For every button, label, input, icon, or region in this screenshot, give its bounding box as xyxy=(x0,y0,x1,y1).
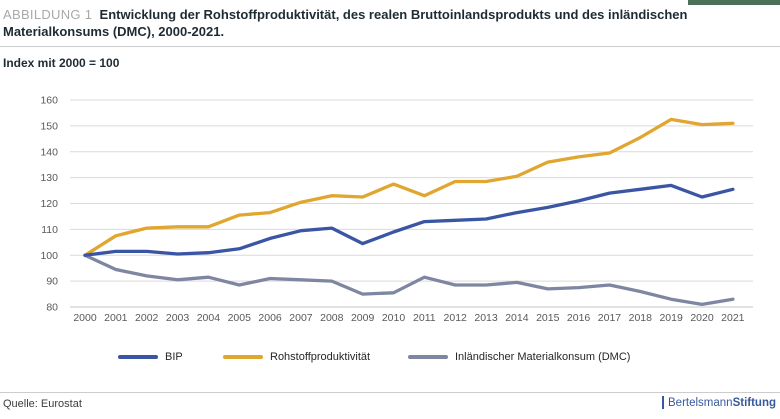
figure-title: ABBILDUNG 1 Entwicklung der Rohstoffprod… xyxy=(3,6,727,40)
ytick-140: 140 xyxy=(40,146,58,158)
xtick-2017: 2017 xyxy=(598,312,622,324)
xtick-2007: 2007 xyxy=(289,312,313,324)
xtick-2008: 2008 xyxy=(320,312,344,324)
xtick-2000: 2000 xyxy=(73,312,97,324)
xtick-2021: 2021 xyxy=(721,312,745,324)
corner-accent-bar xyxy=(688,0,780,5)
logo-text-suffix: Stiftung xyxy=(732,396,776,409)
xtick-2012: 2012 xyxy=(444,312,468,324)
ytick-110: 110 xyxy=(41,224,58,236)
ytick-130: 130 xyxy=(40,172,58,184)
series-line-bip xyxy=(83,183,735,257)
ytick-160: 160 xyxy=(40,95,58,107)
xtick-2010: 2010 xyxy=(382,312,406,324)
xtick-2014: 2014 xyxy=(505,312,529,324)
logo-bar-icon xyxy=(662,396,664,409)
source-note: Quelle: Eurostat xyxy=(3,398,82,410)
ytick-80: 80 xyxy=(46,302,58,314)
bertelsmann-stiftung-logo: Bertelsmann Stiftung xyxy=(662,396,776,409)
xtick-2004: 2004 xyxy=(197,312,221,324)
legend-label-bip: BIP xyxy=(165,351,183,363)
footer-divider xyxy=(0,392,780,393)
xtick-2003: 2003 xyxy=(166,312,190,324)
xtick-2009: 2009 xyxy=(351,312,375,324)
bip-line-swatch xyxy=(118,355,158,359)
xtick-2015: 2015 xyxy=(536,312,560,324)
legend-item-dmc: Inländischer Materialkonsum (DMC) xyxy=(408,349,630,365)
rohstoff-line-swatch xyxy=(223,355,263,359)
legend-label-dmc: Inländischer Materialkonsum (DMC) xyxy=(455,351,631,363)
xtick-2001: 2001 xyxy=(104,312,128,324)
dmc-line-swatch xyxy=(408,355,448,359)
xtick-2002: 2002 xyxy=(135,312,159,324)
legend-item-bip: BIP xyxy=(118,349,183,365)
xtick-2005: 2005 xyxy=(228,312,252,324)
ytick-150: 150 xyxy=(40,120,58,132)
legend-item-rohstoffproduktivitaet: Rohstoffproduktivität xyxy=(223,349,370,365)
series-line-rohstoffproduktivitaet xyxy=(83,117,735,257)
legend-label-rohstoffproduktivitaet: Rohstoffproduktivität xyxy=(270,351,371,363)
ytick-90: 90 xyxy=(46,276,58,288)
logo-text-prefix: Bertelsmann xyxy=(668,396,733,409)
xtick-2016: 2016 xyxy=(567,312,591,324)
chart-legend: BIP Rohstoffproduktivität Inländischer M… xyxy=(0,349,780,365)
xtick-2013: 2013 xyxy=(474,312,498,324)
figure-title-main: Entwicklung der Rohstoffproduktivität, d… xyxy=(3,7,688,39)
xtick-2019: 2019 xyxy=(659,312,683,324)
xtick-2020: 2020 xyxy=(690,312,714,324)
xtick-2006: 2006 xyxy=(258,312,282,324)
xtick-2018: 2018 xyxy=(629,312,653,324)
series-line-dmc xyxy=(83,253,735,307)
title-divider xyxy=(0,46,780,47)
line-chart: 160 150 140 130 120 110 100 90 80 2000 2001 2002 200… xyxy=(40,95,753,324)
index-note: Index mit 2000 = 100 xyxy=(3,56,120,70)
ytick-100: 100 xyxy=(40,250,58,262)
figure-kicker: ABBILDUNG 1 xyxy=(3,7,93,22)
xtick-2011: 2011 xyxy=(413,312,436,324)
ytick-120: 120 xyxy=(40,198,58,210)
